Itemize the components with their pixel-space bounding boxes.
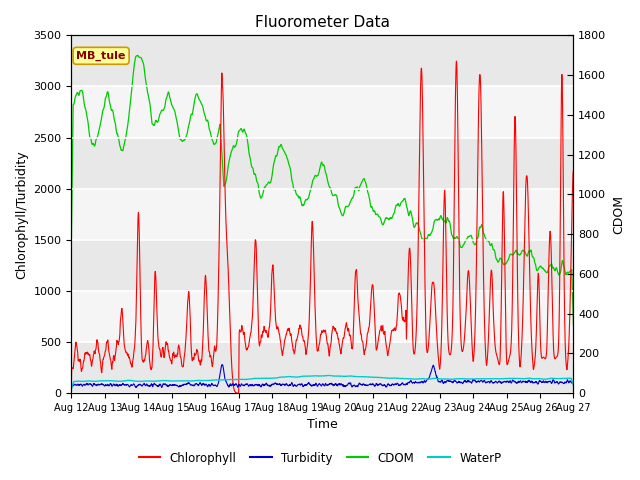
X-axis label: Time: Time	[307, 419, 338, 432]
Title: Fluorometer Data: Fluorometer Data	[255, 15, 390, 30]
Bar	[72, 138, 573, 189]
Bar	[72, 342, 573, 393]
Bar	[72, 291, 573, 342]
Y-axis label: Chlorophyll/Turbidity: Chlorophyll/Turbidity	[15, 150, 28, 278]
Bar	[72, 36, 573, 86]
Text: MB_tule: MB_tule	[76, 51, 126, 61]
Y-axis label: CDOM: CDOM	[612, 195, 625, 234]
Bar	[72, 189, 573, 240]
Bar	[72, 86, 573, 138]
Legend: Chlorophyll, Turbidity, CDOM, WaterP: Chlorophyll, Turbidity, CDOM, WaterP	[134, 447, 506, 469]
Bar	[72, 240, 573, 291]
